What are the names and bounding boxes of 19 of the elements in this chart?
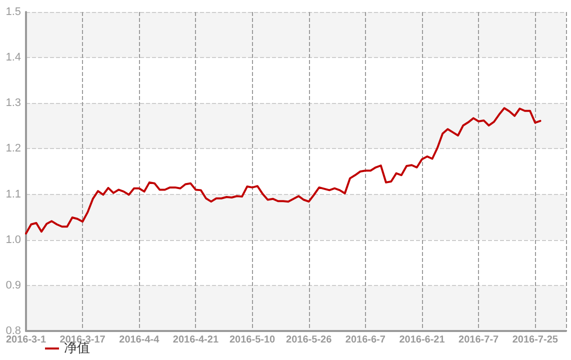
x-tick-label: 2016-3-1: [6, 334, 46, 346]
y-tick-label: 1.5: [6, 6, 21, 18]
y-tick-label: 1.1: [6, 188, 21, 200]
y-tick-label: 1.4: [6, 52, 21, 64]
line-series: [25, 107, 542, 234]
y-tick-label: 1.0: [6, 234, 21, 246]
x-tick-label: 2016-7-25: [512, 334, 558, 346]
x-tick-label: 2016-4-21: [172, 334, 219, 346]
x-tick-label: 2016-7-7: [458, 334, 500, 346]
x-tick-label: 2016-6-7: [345, 334, 386, 346]
y-tick-label: 0.8: [6, 325, 21, 337]
x-tick-label: 2016-6-21: [399, 334, 446, 346]
x-tick-label: 2016-5-26: [286, 334, 332, 346]
x-tick-label: 2016-4-4: [119, 334, 160, 346]
x-tick-label: 2016-5-10: [229, 334, 276, 346]
y-tick-label: 1.2: [6, 142, 21, 155]
y-tick-label: 0.9: [6, 279, 21, 292]
y-tick-label: 1.3: [6, 97, 21, 110]
legend-label: 净值: [64, 341, 90, 356]
